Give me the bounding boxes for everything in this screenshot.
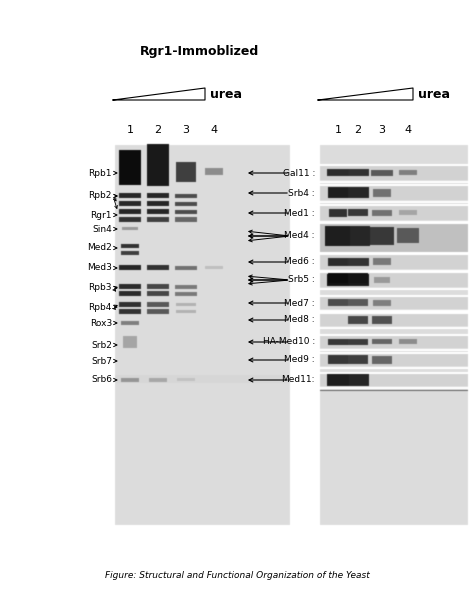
Text: Rgr1: Rgr1 xyxy=(91,210,112,219)
Text: Med7 :: Med7 : xyxy=(284,298,315,307)
Text: 1: 1 xyxy=(335,125,341,135)
Text: HA-Med10 :: HA-Med10 : xyxy=(263,337,315,346)
Text: 2: 2 xyxy=(355,125,362,135)
Text: urea: urea xyxy=(418,89,450,102)
Text: Srb5 :: Srb5 : xyxy=(288,275,315,284)
Text: Rgr1-Immoblized: Rgr1-Immoblized xyxy=(139,46,259,59)
Polygon shape xyxy=(113,88,205,100)
Text: Srb7: Srb7 xyxy=(91,356,112,365)
Text: Rpb4: Rpb4 xyxy=(89,303,112,311)
Text: 4: 4 xyxy=(210,125,218,135)
Text: Srb2: Srb2 xyxy=(91,340,112,349)
Text: Med9 :: Med9 : xyxy=(284,356,315,365)
Text: Figure: Structural and Functional Organization of the Yeast: Figure: Structural and Functional Organi… xyxy=(105,570,369,580)
Text: 1: 1 xyxy=(127,125,134,135)
Text: Med3: Med3 xyxy=(87,264,112,272)
Text: Rpb1: Rpb1 xyxy=(89,168,112,177)
Text: Rox3: Rox3 xyxy=(90,319,112,327)
Polygon shape xyxy=(318,88,413,100)
Text: Med6 :: Med6 : xyxy=(284,258,315,267)
Text: Srb4 :: Srb4 : xyxy=(288,189,315,197)
Text: Med4 :: Med4 : xyxy=(284,232,315,241)
Text: Med8 :: Med8 : xyxy=(284,316,315,324)
Text: Med11:: Med11: xyxy=(282,375,315,385)
Text: 2: 2 xyxy=(155,125,162,135)
Text: Srb6: Srb6 xyxy=(91,375,112,385)
Text: 3: 3 xyxy=(182,125,190,135)
Text: Med2: Med2 xyxy=(87,243,112,252)
Text: Rpb3: Rpb3 xyxy=(89,284,112,293)
Text: Sin4: Sin4 xyxy=(92,225,112,233)
Text: Rpb2: Rpb2 xyxy=(89,191,112,200)
Text: 3: 3 xyxy=(379,125,385,135)
Text: urea: urea xyxy=(210,89,242,102)
Text: Gal11 :: Gal11 : xyxy=(283,168,315,177)
Text: 4: 4 xyxy=(404,125,411,135)
Text: Med1 :: Med1 : xyxy=(284,209,315,217)
